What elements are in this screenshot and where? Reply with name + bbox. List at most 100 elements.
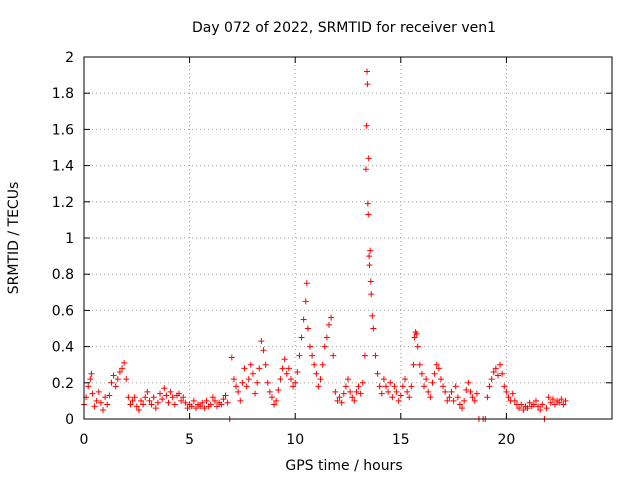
data-point: [372, 352, 379, 359]
data-point: [359, 379, 366, 386]
data-point: [192, 405, 199, 412]
data-point: [95, 388, 102, 395]
data-point: [338, 399, 345, 406]
data-point: [184, 405, 191, 412]
x-tick-label: 5: [185, 432, 194, 448]
data-point: [535, 403, 542, 410]
data-point: [325, 321, 332, 328]
data-point: [87, 376, 94, 383]
data-point: [102, 394, 109, 401]
data-point: [389, 394, 396, 401]
data-point: [367, 247, 374, 254]
data-point: [199, 399, 206, 406]
data-point: [532, 397, 539, 404]
data-point: [258, 338, 265, 345]
data-point: [148, 401, 155, 408]
data-point: [230, 376, 237, 383]
data-point: [494, 372, 501, 379]
data-point: [448, 388, 455, 395]
data-point: [303, 280, 310, 287]
x-tick-label: 0: [80, 432, 89, 448]
data-point: [558, 396, 565, 403]
data-point: [125, 394, 132, 401]
data-point: [165, 399, 172, 406]
data-point: [361, 352, 368, 359]
data-point: [161, 385, 168, 392]
data-point: [298, 334, 305, 341]
data-point: [91, 403, 98, 410]
data-point: [285, 365, 292, 372]
data-point: [562, 397, 569, 404]
data-point: [112, 383, 119, 390]
data-point: [264, 379, 271, 386]
data-point: [537, 406, 544, 413]
data-point: [362, 166, 369, 173]
data-point: [88, 370, 95, 377]
data-point: [418, 370, 425, 377]
data-point: [154, 399, 161, 406]
data-point: [104, 401, 111, 408]
y-tick-label: 0.8: [52, 267, 74, 283]
data-point: [169, 394, 176, 401]
data-point: [440, 383, 447, 390]
data-point: [365, 211, 372, 218]
data-point: [167, 388, 174, 395]
data-point: [302, 298, 309, 305]
data-point: [376, 383, 383, 390]
data-point: [275, 387, 282, 394]
data-point: [364, 68, 371, 75]
data-point: [237, 397, 244, 404]
data-point: [311, 361, 318, 368]
x-tick-label: 20: [497, 432, 515, 448]
data-point: [190, 397, 197, 404]
y-tick-label: 0.2: [52, 376, 74, 392]
data-point: [133, 403, 140, 410]
data-point: [281, 356, 288, 363]
x-tick-labels: 0 5 10 15 20: [80, 432, 516, 448]
data-point: [505, 394, 512, 401]
data-point: [393, 388, 400, 395]
data-point: [433, 361, 440, 368]
data-point: [473, 390, 480, 397]
data-point: [224, 399, 231, 406]
y-tick-label: 0.4: [52, 340, 74, 356]
data-point: [383, 383, 390, 390]
data-point: [332, 388, 339, 395]
data-point: [364, 200, 371, 207]
data-point: [526, 399, 533, 406]
data-point: [319, 361, 326, 368]
data-point: [241, 365, 248, 372]
data-point: [511, 397, 518, 404]
data-point: [292, 379, 299, 386]
data-point: [411, 334, 418, 341]
data-point: [549, 396, 556, 403]
data-point: [452, 383, 459, 390]
data-point: [471, 397, 478, 404]
data-point: [247, 361, 254, 368]
data-point: [461, 397, 468, 404]
data-point: [465, 379, 472, 386]
data-point: [467, 388, 474, 395]
data-point: [222, 392, 229, 399]
data-point: [421, 383, 428, 390]
data-point: [220, 396, 227, 403]
data-point: [171, 401, 178, 408]
data-point: [345, 376, 351, 383]
data-point: [374, 370, 381, 377]
data-point: [256, 365, 263, 372]
data-point: [367, 278, 374, 285]
data-point: [545, 394, 552, 401]
data-point: [315, 383, 322, 390]
data-point: [469, 394, 476, 401]
data-point: [509, 390, 516, 397]
data-point: [268, 394, 275, 401]
data-point: [355, 383, 362, 390]
data-point: [427, 394, 434, 401]
data-point: [503, 388, 510, 395]
data-point: [520, 406, 527, 413]
data-point: [488, 376, 495, 383]
data-point: [366, 253, 373, 260]
data-point: [429, 379, 436, 386]
y-axis-label: SRMTID / TECUs: [6, 182, 22, 295]
